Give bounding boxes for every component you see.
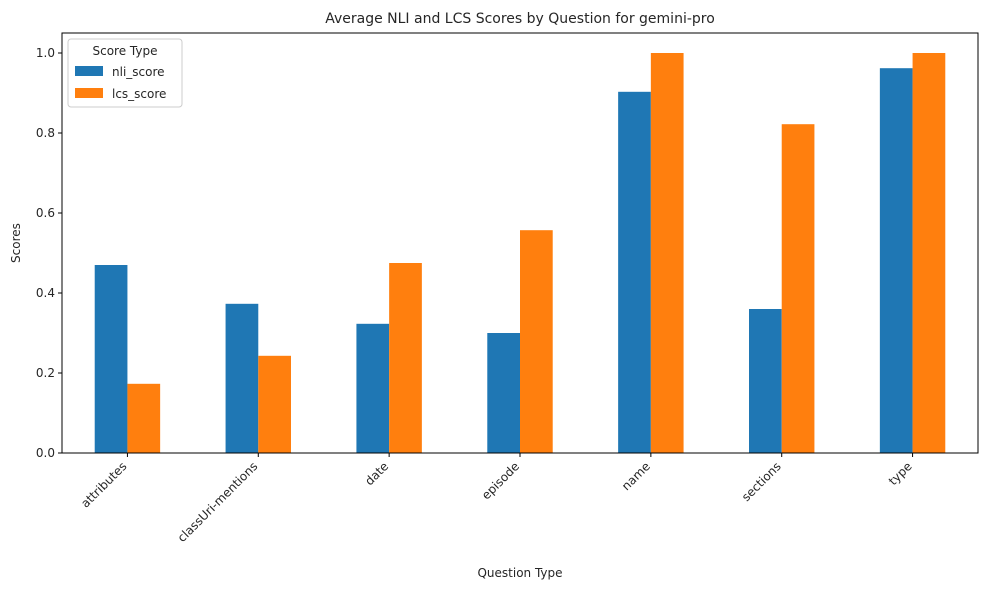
legend: Score Type nli_score lcs_score bbox=[67, 38, 183, 108]
bar-lcs-score-date bbox=[389, 263, 422, 453]
x-tick-label: sections bbox=[739, 459, 784, 504]
plot-area: attributes classUri-mentions date episode na… bbox=[36, 46, 946, 545]
legend-title: Score Type bbox=[93, 44, 158, 58]
bar-lcs-score-attributes bbox=[127, 383, 161, 453]
bar-nli-score-classuri-mentions bbox=[225, 303, 259, 453]
y-tick-label: 0.0 bbox=[36, 446, 55, 460]
x-axis-label: Question Type bbox=[477, 566, 562, 580]
y-tick-label: 1.0 bbox=[36, 46, 55, 60]
plot-frame bbox=[61, 32, 979, 454]
bar-lcs-score-type bbox=[912, 53, 946, 453]
legend-swatch-lcs-score bbox=[75, 88, 103, 98]
bar-lcs-score-episode bbox=[520, 230, 553, 453]
x-tick-label: type bbox=[886, 459, 915, 488]
x-tick-label: episode bbox=[479, 459, 522, 502]
bar-nli-score-name bbox=[618, 91, 651, 454]
x-tick-label: attributes bbox=[78, 459, 129, 510]
x-tick-label: classUri-mentions bbox=[175, 459, 261, 545]
y-tick-label: 0.6 bbox=[36, 206, 55, 220]
legend-label-nli-score: nli_score bbox=[112, 65, 165, 79]
bar-nli-score-type bbox=[879, 68, 913, 453]
chart-title: Average NLI and LCS Scores by Question f… bbox=[325, 11, 715, 27]
y-tick-label: 0.2 bbox=[36, 366, 55, 380]
y-tick-label: 0.8 bbox=[36, 126, 55, 140]
bar-nli-score-sections bbox=[749, 309, 782, 453]
bar-nli-score-episode bbox=[487, 333, 520, 453]
x-tick-label: date bbox=[362, 459, 391, 488]
bar-lcs-score-name bbox=[650, 53, 684, 453]
bar-nli-score-date bbox=[356, 323, 390, 453]
legend-label-lcs-score: lcs_score bbox=[112, 87, 166, 101]
bar-lcs-score-classuri-mentions bbox=[258, 355, 291, 453]
y-tick-label: 0.4 bbox=[36, 286, 55, 300]
legend-swatch-nli-score bbox=[75, 66, 103, 76]
bar-nli-score-attributes bbox=[94, 265, 128, 453]
x-tick-label: name bbox=[619, 459, 653, 493]
y-axis-label: Scores bbox=[9, 223, 23, 263]
bar-lcs-score-sections bbox=[781, 124, 815, 453]
